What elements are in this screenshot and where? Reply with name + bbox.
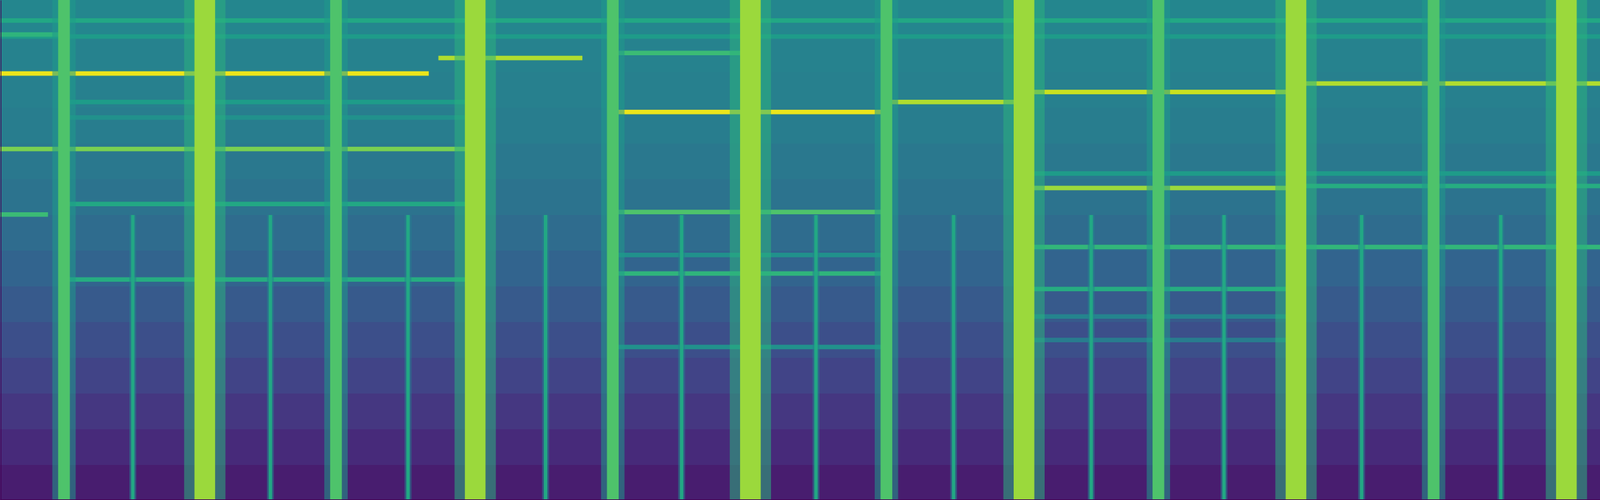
onset <box>465 0 486 500</box>
onset <box>268 214 273 500</box>
onset-glow <box>1546 0 1588 500</box>
plot-area <box>0 0 1600 500</box>
tone <box>0 212 48 218</box>
onset-glow <box>1146 0 1171 500</box>
background-band <box>0 142 1600 180</box>
onset <box>607 0 619 500</box>
onset-glow <box>454 0 496 500</box>
background-band <box>0 70 1600 108</box>
background-band <box>0 35 1600 73</box>
background-band <box>0 106 1600 144</box>
onset <box>1089 214 1094 500</box>
onset <box>680 214 684 500</box>
tone <box>888 99 1022 105</box>
onset-glow <box>1087 214 1095 500</box>
onset <box>1152 0 1164 500</box>
onset-glow <box>266 214 274 500</box>
x-axis <box>0 499 1600 500</box>
onset <box>130 214 135 500</box>
onset <box>814 214 818 500</box>
background-band <box>0 177 1600 215</box>
onset-glow <box>129 214 137 500</box>
onset <box>57 0 70 500</box>
onset-glow <box>874 0 899 500</box>
onset-glow <box>950 214 958 500</box>
onset-glow <box>812 214 820 500</box>
onset-glow <box>1358 214 1365 500</box>
tone <box>0 32 61 38</box>
onset-glow <box>1003 0 1045 500</box>
tone <box>64 115 470 120</box>
tone <box>0 34 1600 40</box>
onset-glow <box>52 0 77 500</box>
onset-glow <box>404 214 412 500</box>
onset <box>740 0 761 500</box>
onset-glow <box>678 214 685 500</box>
tone <box>64 99 470 105</box>
onset-glow <box>541 214 549 500</box>
onset <box>1285 0 1307 500</box>
onset <box>543 214 548 500</box>
onset <box>1013 0 1035 500</box>
onset-glow <box>1422 0 1446 500</box>
onset <box>1427 0 1439 500</box>
tone <box>0 18 1600 23</box>
x-axis-line <box>0 499 1600 500</box>
y-axis-line <box>0 0 2 500</box>
onset <box>1222 214 1226 500</box>
onset-glow <box>1275 0 1317 500</box>
onset <box>880 0 893 500</box>
onset <box>194 0 216 500</box>
onset-glow <box>729 0 772 500</box>
onset-glow <box>183 0 226 500</box>
spectrogram <box>0 0 1600 500</box>
onset <box>1360 214 1364 500</box>
onset-glow <box>1220 214 1228 500</box>
onset-glow <box>1497 214 1505 500</box>
onsets <box>52 0 1588 500</box>
onset <box>1498 214 1503 500</box>
onset-glow <box>324 0 348 500</box>
background-band <box>0 0 1600 37</box>
tone <box>64 201 470 207</box>
onset <box>330 0 342 500</box>
onset <box>406 214 410 500</box>
onset <box>951 214 956 500</box>
background <box>0 0 1600 500</box>
onset <box>1556 0 1578 500</box>
y-axis <box>0 0 2 500</box>
onset-glow <box>601 0 625 500</box>
